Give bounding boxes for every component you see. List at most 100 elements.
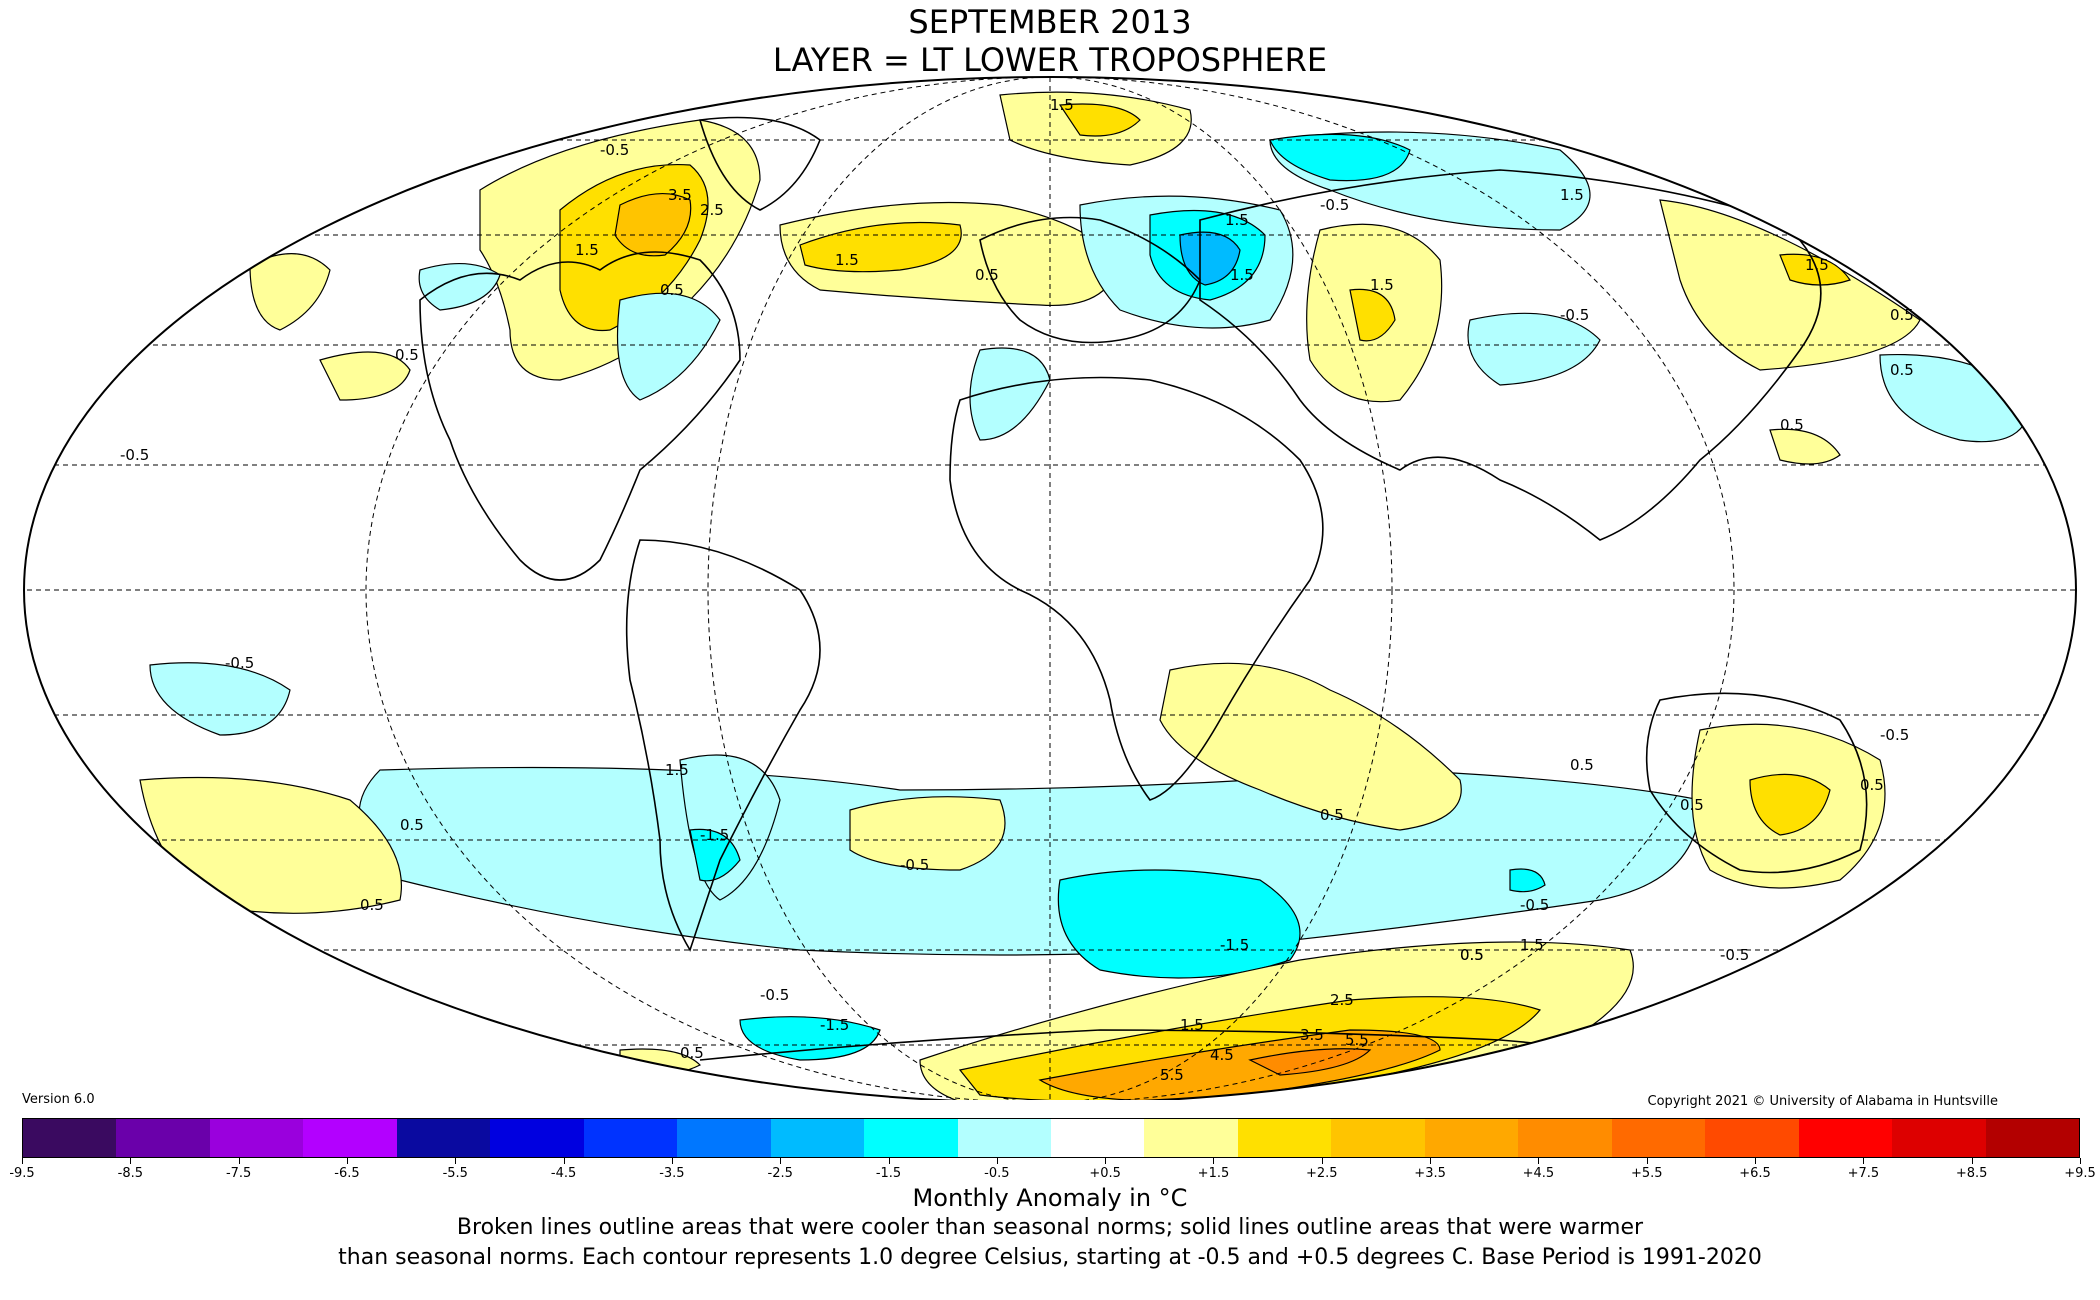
colorbar-tick-mark	[1755, 1158, 1757, 1164]
meridian-120	[365, 77, 1735, 1100]
contour-label: -0.5	[1520, 896, 1549, 914]
colorbar-swatch	[116, 1119, 210, 1157]
contour-label: 1.5	[1225, 211, 1249, 229]
contour-label: 1.5	[1050, 96, 1074, 114]
version-label: Version 6.0	[22, 1092, 95, 1107]
footnote-line2: than seasonal norms. Each contour repres…	[338, 1245, 1762, 1270]
colorbar-tick-label: -4.5	[550, 1166, 577, 1181]
contour-label: 0.5	[1570, 756, 1594, 774]
colorbar-tick-mark	[238, 1158, 240, 1164]
contour-label: -0.5	[600, 141, 629, 159]
cool-core-small	[1509, 868, 1546, 893]
warm-core-ne-asia	[1779, 253, 1851, 286]
cool-region-w-africa	[969, 347, 1051, 441]
cool-region-north-atlantic	[616, 292, 721, 401]
warm-max-antarctic	[1248, 1048, 1372, 1076]
colorbar-swatch	[1237, 1119, 1332, 1157]
colorbar-swatch	[1892, 1119, 1986, 1157]
coastline-greenland	[698, 116, 821, 211]
colorbar-swatch	[1798, 1119, 1893, 1157]
contour-label: -1.5	[1220, 936, 1249, 954]
colorbar-swatch	[209, 1119, 304, 1157]
contour-label: 0.5	[1680, 796, 1704, 814]
warm-region-s-africa	[1159, 662, 1462, 831]
colorbar-tick-mark	[888, 1158, 890, 1164]
colorbar-tick-mark	[1971, 1158, 1973, 1164]
contour-label: 3.5	[668, 186, 692, 204]
colorbar-tick-label: +0.5	[1089, 1166, 1121, 1181]
contour-label: 1.5	[1180, 1016, 1204, 1034]
contour-label: -0.5	[120, 446, 149, 464]
colorbar-swatch	[1331, 1119, 1425, 1157]
cool-region-n-pacific	[1467, 312, 1601, 386]
colorbar-tick-mark	[780, 1158, 782, 1164]
contour-label: 0.5	[1890, 306, 1914, 324]
colorbar-tick-label: -7.5	[225, 1166, 252, 1181]
anomaly-regions	[139, 91, 2031, 1100]
colorbar-tick-mark	[563, 1158, 565, 1164]
contour-label: 0.5	[680, 1044, 704, 1062]
contour-label: -0.5	[760, 986, 789, 1004]
colorbar-tick-label: -2.5	[767, 1166, 793, 1181]
colorbar-tick-mark	[1430, 1158, 1432, 1164]
contour-label: 0.5	[400, 816, 424, 834]
copyright-label: Copyright 2021 © University of Alabama i…	[1647, 1094, 1998, 1109]
colorbar-tick-mark	[996, 1158, 998, 1164]
contour-label: -0.5	[1560, 306, 1589, 324]
colorbar-swatch	[1518, 1119, 1612, 1157]
colorbar-tick-mark	[1863, 1158, 1865, 1164]
colorbar-tick-mark	[1105, 1158, 1107, 1164]
contour-label: 0.5	[1460, 946, 1484, 964]
colorbar-swatch	[583, 1119, 678, 1157]
cool-region-sw-pacific-north	[149, 662, 291, 736]
footnote-line1: Broken lines outline areas that were coo…	[456, 1215, 1644, 1240]
colorbar-tick-label: +8.5	[1955, 1166, 1988, 1181]
colorbar-tick-label: +4.5	[1522, 1166, 1555, 1181]
colorbar-tick-label: -0.5	[984, 1166, 1010, 1181]
colorbar-tick-mark	[671, 1158, 673, 1164]
warm-core-russia	[1349, 288, 1396, 342]
cool-core-southern-ocean	[1057, 869, 1301, 979]
warm-core-arctic	[1058, 103, 1141, 137]
contour-label: -1.5	[700, 826, 729, 844]
colorbar-swatch	[490, 1119, 584, 1157]
contour-label: 3.5	[1300, 1026, 1324, 1044]
colorbar-tick-mark	[130, 1158, 132, 1164]
warm-peak-antarctic	[1038, 1029, 1441, 1100]
warm-region-s-atlantic	[849, 796, 1006, 871]
coastline-asia	[1199, 169, 1822, 541]
contour-label: 0.5	[1860, 776, 1884, 794]
colorbar-swatch	[1611, 1119, 1706, 1157]
contour-label: 0.5	[975, 266, 999, 284]
coastline-australia	[1645, 692, 1868, 874]
meridian-60	[707, 77, 1393, 1100]
contour-label: -0.5	[1320, 196, 1349, 214]
contour-label: 0.5	[660, 281, 684, 299]
colorbar-swatch	[1144, 1119, 1238, 1157]
colorbar-tick-mark	[2080, 1158, 2081, 1164]
colorbar-tick-label: +6.5	[1739, 1166, 1771, 1181]
warm-region-nw-america	[319, 351, 411, 401]
colorbar-tick-label: +3.5	[1414, 1166, 1446, 1181]
colorbar-swatch	[957, 1119, 1051, 1157]
map-title: SEPTEMBER 2013	[908, 3, 1192, 41]
contour-label: -0.5	[225, 654, 254, 672]
warm-core-australia	[1749, 773, 1831, 836]
contour-label: 0.5	[1320, 806, 1344, 824]
contour-label: 4.5	[1210, 1046, 1234, 1064]
map-subtitle: LAYER = LT LOWER TROPOSPHERE	[772, 41, 1328, 79]
colorbar-tick-mark	[22, 1158, 23, 1164]
colorbar-swatch	[1985, 1119, 2079, 1157]
cool-core-s-america	[689, 828, 741, 882]
colorbar-swatch	[677, 1119, 771, 1157]
colorbar-swatch	[1424, 1119, 1519, 1157]
colorbar-tick-mark	[1213, 1158, 1215, 1164]
colorbar-tick-mark	[346, 1158, 348, 1164]
colorbar-swatch	[770, 1119, 865, 1157]
colorbar-tick-mark	[1321, 1158, 1323, 1164]
colorbar-tick-label: +1.5	[1197, 1166, 1230, 1181]
contour-label: 2.5	[700, 201, 724, 219]
colorbar-title: Monthly Anomaly in °C	[912, 1184, 1188, 1212]
contour-label: 1.5	[1560, 186, 1584, 204]
contour-label: 1.5	[1370, 276, 1394, 294]
